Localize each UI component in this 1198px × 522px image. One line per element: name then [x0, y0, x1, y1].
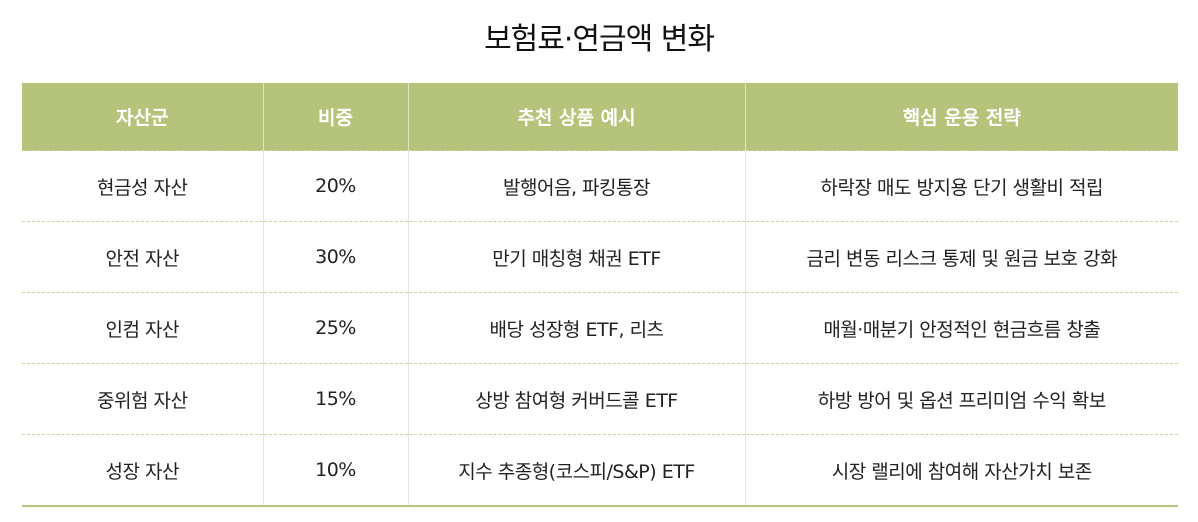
table-row: 성장 자산 10% 지수 추종형(코스피/S&P) ETF 시장 랠리에 참여해 자산… [22, 434, 1178, 507]
table-cell: 금리 변동 리스크 통제 및 원금 보호 강화 [744, 221, 1178, 293]
table-row: 인컴 자산 25% 배당 성장형 ETF, 리츠 매월·매분기 안정적인 현금흐름 창… [22, 292, 1178, 364]
table-cell: 하락장 매도 방지용 단기 생활비 적립 [744, 150, 1178, 222]
table-cell: 발행어음, 파킹통장 [407, 150, 745, 222]
header-cell: 자산군 [22, 83, 263, 151]
header-cell: 핵심 운용 전략 [744, 83, 1178, 151]
table-cell: 만기 매칭형 채권 ETF [407, 221, 745, 293]
header-cell: 추천 상품 예시 [407, 83, 745, 151]
table-cell: 성장 자산 [22, 434, 263, 507]
table-cell: 20% [262, 150, 408, 222]
table-cell: 시장 랠리에 참여해 자산가치 보존 [744, 434, 1178, 507]
table-row: 중위험 자산 15% 상방 참여형 커버드콜 ETF 하방 방어 및 옵션 프리미엄 … [22, 363, 1178, 435]
table-cell: 중위험 자산 [22, 363, 263, 435]
table-cell: 30% [262, 221, 408, 293]
table-cell: 15% [262, 363, 408, 435]
table-cell: 안전 자산 [22, 221, 263, 293]
table-cell: 현금성 자산 [22, 150, 263, 222]
table-cell: 배당 성장형 ETF, 리츠 [407, 292, 745, 364]
table-cell: 지수 추종형(코스피/S&P) ETF [407, 434, 745, 507]
title: 보험료·연금액 변화 [484, 22, 715, 57]
table-row: 현금성 자산 20% 발행어음, 파킹통장 하락장 매도 방지용 단기 생활비 적립 [22, 150, 1178, 222]
table-cell: 10% [262, 434, 408, 507]
table-cell: 하방 방어 및 옵션 프리미엄 수익 확보 [744, 363, 1178, 435]
table-row: 안전 자산 30% 만기 매칭형 채권 ETF 금리 변동 리스크 통제 및 원금 보… [22, 221, 1178, 293]
table-cell: 상방 참여형 커버드콜 ETF [407, 363, 745, 435]
table-cell: 인컴 자산 [22, 292, 263, 364]
header-row: 자산군 비중 추천 상품 예시 핵심 운용 전략 [22, 83, 1178, 151]
table-cell: 25% [262, 292, 408, 364]
table-body: 현금성 자산 20% 발행어음, 파킹통장 하락장 매도 방지용 단기 생활비 적립 안… [22, 150, 1178, 507]
table-cell: 매월·매분기 안정적인 현금흐름 창출 [744, 292, 1178, 364]
allocation-table: 자산군 비중 추천 상품 예시 핵심 운용 전략 현금성 자산 20% 발행어음, 파킹통… [22, 83, 1178, 507]
header-cell: 비중 [262, 83, 408, 151]
